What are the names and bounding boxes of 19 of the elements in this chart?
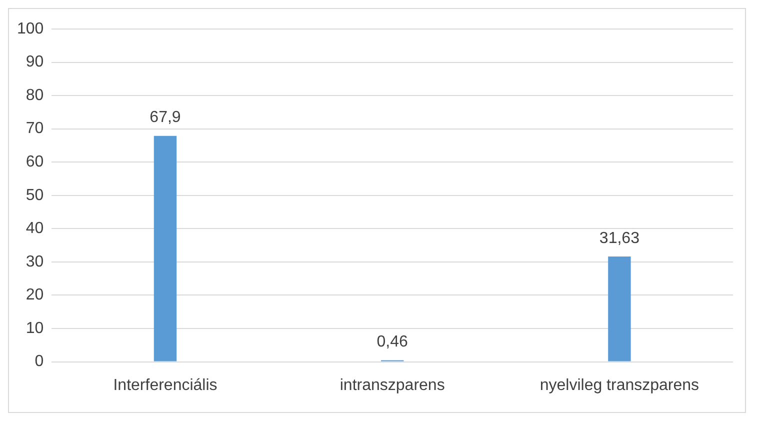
y-tick-label: 0 bbox=[34, 353, 44, 370]
y-tick-label: 50 bbox=[26, 186, 44, 204]
y-tick-label: 30 bbox=[26, 253, 44, 270]
x-tick-label: Interferenciális bbox=[113, 376, 218, 394]
data-label: 0,46 bbox=[376, 334, 408, 351]
y-tick-label: 100 bbox=[16, 20, 44, 38]
y-tick-label: 40 bbox=[26, 220, 44, 238]
y-tick-label: 90 bbox=[26, 54, 44, 71]
y-tick-label: 70 bbox=[26, 120, 44, 138]
x-tick-label: nyelvileg transzparens bbox=[540, 376, 700, 394]
y-tick-label: 80 bbox=[26, 86, 44, 104]
y-tick-label: 10 bbox=[26, 320, 44, 337]
y-tick-label: 20 bbox=[26, 286, 44, 304]
bar bbox=[608, 256, 631, 362]
data-label: 67,9 bbox=[150, 109, 181, 126]
x-tick-label: intranszparens bbox=[340, 376, 445, 394]
y-tick-label: 60 bbox=[26, 154, 44, 171]
bar bbox=[154, 136, 177, 362]
data-label: 31,63 bbox=[599, 230, 640, 247]
